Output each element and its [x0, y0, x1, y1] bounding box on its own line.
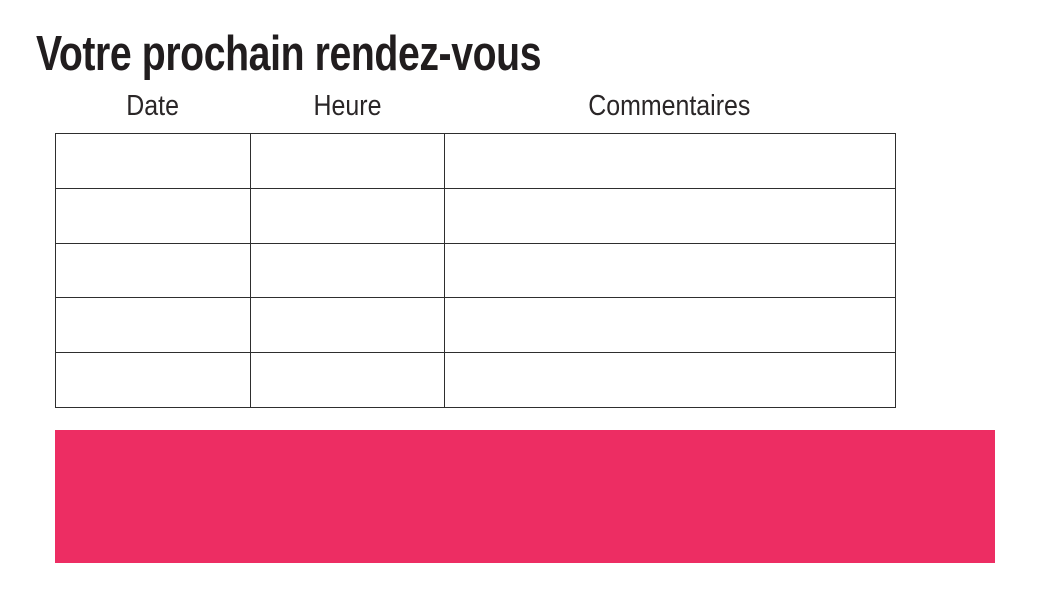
- column-header-heure-label: Heure: [313, 90, 381, 122]
- cell-r2-date: [55, 187, 251, 244]
- cell-r4-date: [55, 297, 251, 354]
- cell-r2-commentaires: [444, 187, 896, 244]
- column-header-date-label: Date: [126, 90, 179, 122]
- cell-r5-heure: [250, 352, 445, 408]
- cell-r1-commentaires: [444, 133, 896, 189]
- cell-r3-commentaires: [444, 242, 896, 299]
- cell-r1-date: [55, 133, 251, 189]
- cell-r3-date: [55, 242, 251, 299]
- accent-band: [55, 430, 995, 563]
- column-header-commentaires-label: Commentaires: [588, 90, 751, 122]
- column-header-commentaires: Commentaires: [444, 90, 895, 123]
- table-row: [55, 297, 896, 354]
- cell-r1-heure: [250, 133, 445, 189]
- cell-r5-commentaires: [444, 352, 896, 408]
- column-header-heure: Heure: [250, 90, 444, 123]
- table-row: [55, 187, 896, 244]
- cell-r2-heure: [250, 187, 445, 244]
- cell-r4-heure: [250, 297, 445, 354]
- cell-r4-commentaires: [444, 297, 896, 354]
- table-row: [55, 352, 896, 408]
- cell-r3-heure: [250, 242, 445, 299]
- appointments-table: [55, 133, 896, 408]
- table-row: [55, 242, 896, 299]
- table-column-headers: Date Heure Commentaires: [55, 90, 895, 123]
- column-header-date: Date: [55, 90, 250, 123]
- table-row: [55, 133, 896, 189]
- cell-r5-date: [55, 352, 251, 408]
- page-title: Votre prochain rendez-vous: [36, 27, 542, 81]
